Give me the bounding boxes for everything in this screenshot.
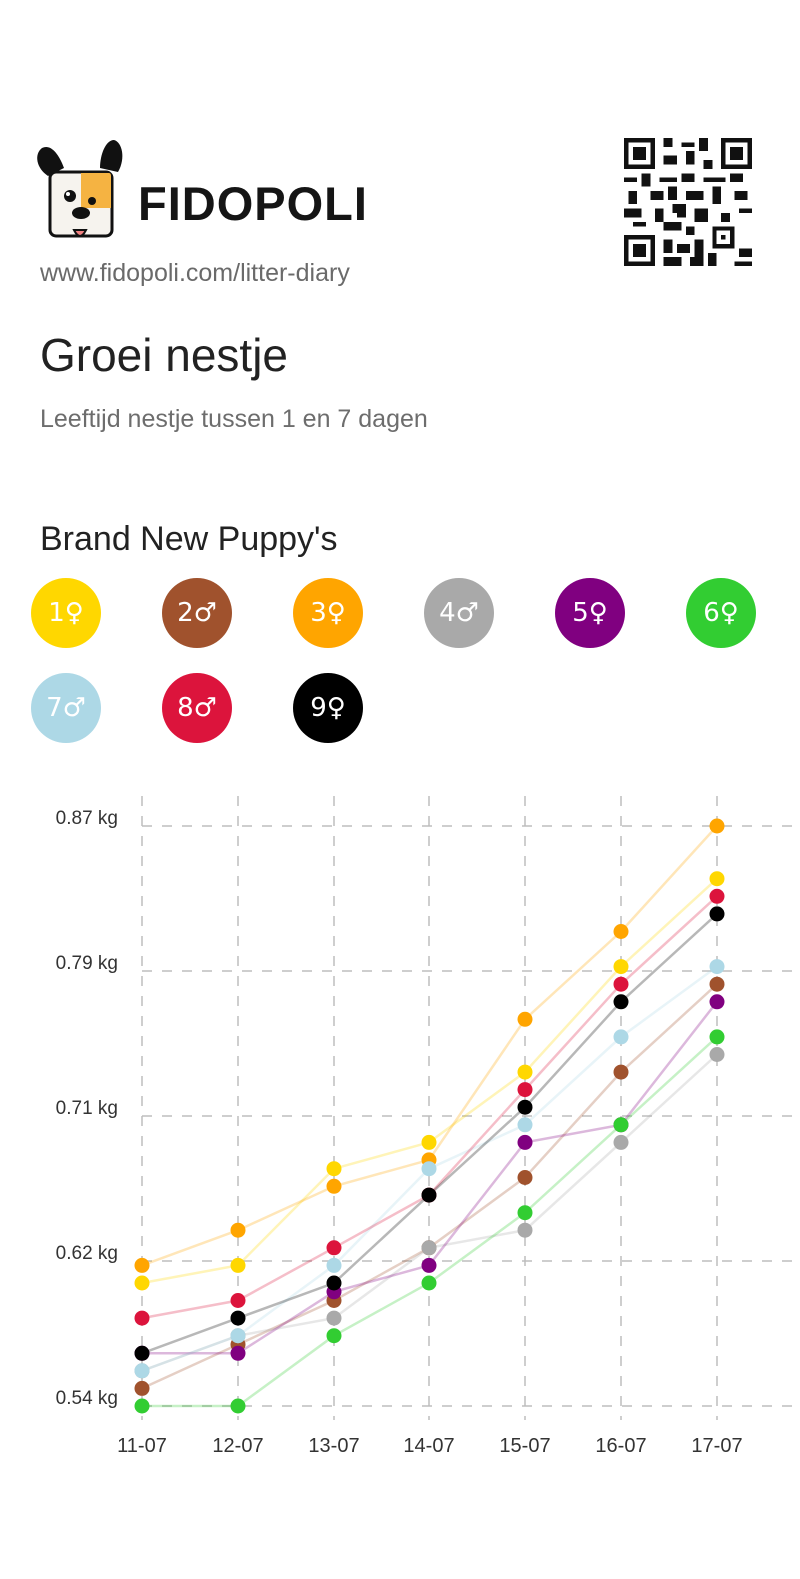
puppy-badge-7: 7♂ <box>31 673 101 743</box>
y-tick-label: 0.62 kg <box>56 1243 118 1264</box>
puppy-badge-label: 7♂ <box>46 693 86 723</box>
data-point <box>134 1310 150 1326</box>
puppy-badge-label: 5♀ <box>572 598 608 628</box>
data-point <box>709 888 725 904</box>
puppy-badge-9: 9♀ <box>293 673 363 743</box>
data-point <box>326 1257 342 1273</box>
data-point <box>709 871 725 887</box>
data-point <box>326 1178 342 1194</box>
puppy-badge-label: 1♀ <box>48 598 84 628</box>
x-tick-label: 15-07 <box>499 1435 550 1457</box>
data-point <box>326 1310 342 1326</box>
x-tick-label: 14-07 <box>403 1435 454 1457</box>
puppy-badge-label: 3♀ <box>310 598 346 628</box>
data-point <box>517 1222 533 1238</box>
x-tick-label: 17-07 <box>691 1435 742 1457</box>
puppy-badge-4: 4♂ <box>424 578 494 648</box>
y-tick-label: 0.54 kg <box>56 1388 118 1409</box>
data-point <box>613 976 629 992</box>
data-point <box>709 994 725 1010</box>
data-point <box>709 818 725 834</box>
data-point <box>613 1134 629 1150</box>
data-point <box>326 1240 342 1256</box>
x-tick-label: 16-07 <box>595 1435 646 1457</box>
puppy-badge-5: 5♀ <box>555 578 625 648</box>
data-point <box>230 1257 246 1273</box>
data-point <box>230 1398 246 1414</box>
puppy-badge-label: 2♂ <box>177 598 217 628</box>
page-title: Groei nestje <box>40 329 289 381</box>
puppy-badge-label: 4♂ <box>439 598 479 628</box>
data-point <box>613 1064 629 1080</box>
puppy-badge-2: 2♂ <box>162 578 232 648</box>
data-point <box>517 1099 533 1115</box>
data-point <box>517 1117 533 1133</box>
fidopoli-logo-icon <box>37 140 123 238</box>
puppy-badge-3: 3♀ <box>293 578 363 648</box>
data-point <box>709 959 725 975</box>
page-subtitle: Leeftijd nestje tussen 1 en 7 dagen <box>40 405 428 433</box>
puppy-badge-8: 8♂ <box>162 673 232 743</box>
data-point <box>517 1170 533 1185</box>
data-point <box>613 924 629 939</box>
data-point <box>326 1328 342 1344</box>
data-point <box>230 1310 246 1326</box>
data-point <box>230 1345 246 1361</box>
data-point <box>517 1011 533 1027</box>
x-tick-label: 13-07 <box>308 1435 359 1457</box>
data-point <box>709 1047 725 1062</box>
puppy-badge-6: 6♀ <box>686 578 756 648</box>
data-point <box>421 1161 437 1177</box>
data-point <box>134 1380 150 1396</box>
data-point <box>421 1257 437 1273</box>
x-tick-label: 11-07 <box>117 1435 167 1457</box>
data-point <box>613 1117 629 1133</box>
data-point <box>134 1275 150 1291</box>
brand-name: FIDOPOLI <box>138 177 368 230</box>
data-point <box>517 1134 533 1150</box>
growth-chart: 0.87 kg 0.79 kg 0.71 kg 0.62 kg 0.54 kg 11-07… <box>56 796 795 1457</box>
y-tick-label: 0.79 kg <box>56 953 118 974</box>
data-point <box>517 1205 533 1221</box>
data-point <box>134 1363 150 1379</box>
data-point <box>134 1257 150 1273</box>
data-point <box>613 959 629 975</box>
data-point <box>709 906 725 922</box>
y-tick-label: 0.87 kg <box>56 808 118 829</box>
data-point <box>517 1064 533 1080</box>
y-tick-label: 0.71 kg <box>56 1098 118 1119</box>
data-point <box>326 1275 342 1291</box>
data-point <box>709 1029 725 1045</box>
puppy-badge-label: 8♂ <box>177 693 217 723</box>
brand-url[interactable]: www.fidopoli.com/litter-diary <box>40 259 350 287</box>
data-point <box>134 1345 150 1361</box>
data-point <box>421 1275 437 1291</box>
data-point <box>709 976 725 992</box>
puppy-badge-label: 6♀ <box>703 598 739 628</box>
data-point <box>613 994 629 1010</box>
data-point <box>230 1293 246 1308</box>
data-point <box>326 1161 342 1177</box>
puppy-badge-label: 9♀ <box>310 693 346 723</box>
data-point <box>421 1134 437 1150</box>
data-point <box>230 1328 246 1344</box>
qr-code-icon <box>624 138 752 266</box>
litter-name: Brand New Puppy's <box>40 520 338 558</box>
data-point <box>421 1187 437 1203</box>
data-point <box>134 1398 150 1414</box>
data-point <box>517 1082 533 1098</box>
x-tick-label: 12-07 <box>212 1435 263 1457</box>
data-point <box>421 1240 437 1256</box>
puppy-badge-1: 1♀ <box>31 578 101 648</box>
data-point <box>230 1222 246 1238</box>
data-point <box>613 1029 629 1045</box>
